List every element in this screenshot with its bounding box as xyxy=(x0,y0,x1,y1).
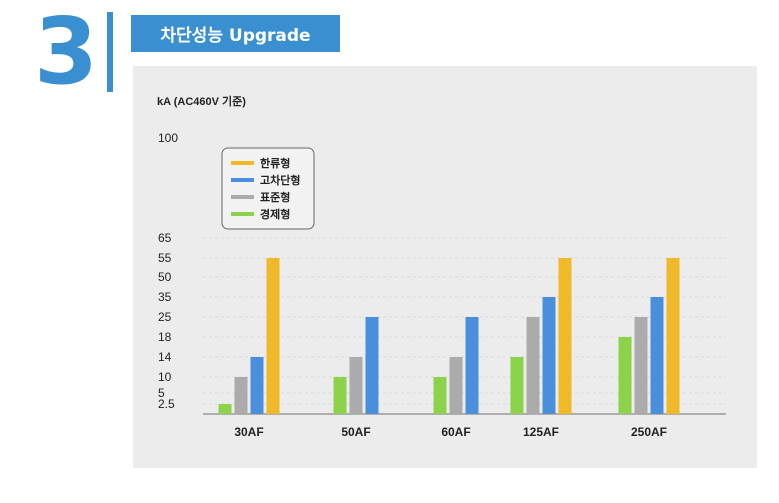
bar xyxy=(433,377,447,414)
y-tick-label: 100 xyxy=(158,131,178,145)
x-category-label: 60AF xyxy=(441,425,470,439)
y-tick-label: 55 xyxy=(158,251,172,265)
bar xyxy=(526,317,540,414)
y-axis-unit-label: kA (AC460V 기준) xyxy=(157,94,246,108)
bar xyxy=(250,357,264,414)
bar xyxy=(333,377,347,414)
legend-label: 표준형 xyxy=(260,190,290,204)
y-tick-label: 10 xyxy=(158,370,172,384)
bar xyxy=(618,337,632,414)
x-category-label: 125AF xyxy=(523,425,559,439)
bar xyxy=(234,377,248,414)
x-category-label: 250AF xyxy=(631,425,667,439)
y-tick-label: 35 xyxy=(158,290,172,304)
bar xyxy=(510,357,524,414)
section-title: 차단성능 Upgrade xyxy=(131,15,340,52)
x-category-label: 50AF xyxy=(341,425,370,439)
bar xyxy=(558,258,572,414)
y-tick-label: 14 xyxy=(158,350,172,364)
y-tick-label: 25 xyxy=(158,310,172,324)
legend-box xyxy=(221,147,315,230)
bar xyxy=(365,317,379,414)
bar xyxy=(465,317,479,414)
bar xyxy=(542,297,556,414)
bar xyxy=(634,317,648,414)
bar xyxy=(266,258,280,414)
legend-label: 고차단형 xyxy=(260,173,300,187)
y-tick-label: 50 xyxy=(158,270,172,284)
bar xyxy=(666,258,680,414)
y-tick-label: 2.5 xyxy=(158,397,175,411)
x-category-label: 30AF xyxy=(234,425,263,439)
section-number: 3 xyxy=(34,0,99,105)
bar xyxy=(449,357,463,414)
legend-label: 경제형 xyxy=(260,207,290,221)
bar xyxy=(650,297,664,414)
bar xyxy=(349,357,363,414)
legend-label: 한류형 xyxy=(260,156,290,170)
y-tick-label: 18 xyxy=(158,330,172,344)
section-divider xyxy=(107,12,113,92)
y-tick-label: 5 xyxy=(158,386,165,400)
y-tick-label: 65 xyxy=(158,231,172,245)
bar xyxy=(218,404,232,414)
